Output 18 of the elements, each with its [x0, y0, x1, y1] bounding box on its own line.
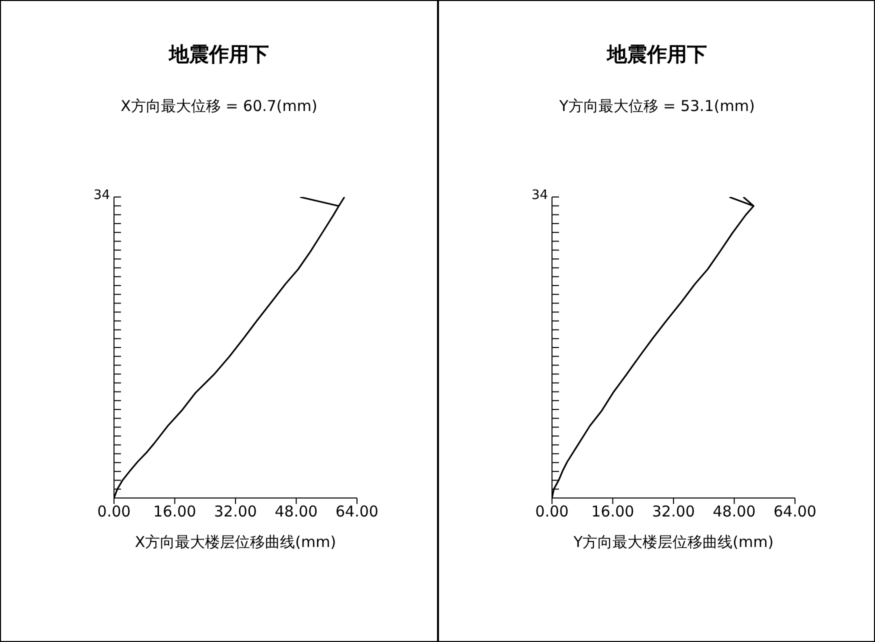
chart-subtitle: X方向最大位移 = 60.7(mm) — [120, 97, 318, 116]
x-tick-label: 48.00 — [712, 502, 756, 521]
x-tick-label: 32.00 — [214, 502, 257, 521]
chart-subtitle: Y方向最大位移 = 53.1(mm) — [558, 97, 756, 116]
x-tick-label: 0.00 — [535, 502, 569, 521]
chart-title: 地震作用下 — [167, 41, 270, 68]
chart-title: 地震作用下 — [605, 41, 708, 68]
x-tick-label: 0.00 — [97, 502, 131, 521]
x-axis-title: Y方向最大楼层位移曲线(mm) — [572, 533, 775, 552]
text: 34 — [530, 188, 548, 203]
x-tick-label: 16.00 — [153, 502, 196, 521]
x-tick-label: 16.00 — [591, 502, 634, 521]
x-tick-label: 32.00 — [652, 502, 695, 521]
x-tick-label: 64.00 — [336, 502, 378, 521]
text: 34 — [92, 188, 110, 203]
x-axis-title: X方向最大楼层位移曲线(mm) — [134, 533, 338, 552]
x-tick-label: 48.00 — [274, 502, 318, 521]
x-tick-label: 64.00 — [774, 502, 816, 521]
